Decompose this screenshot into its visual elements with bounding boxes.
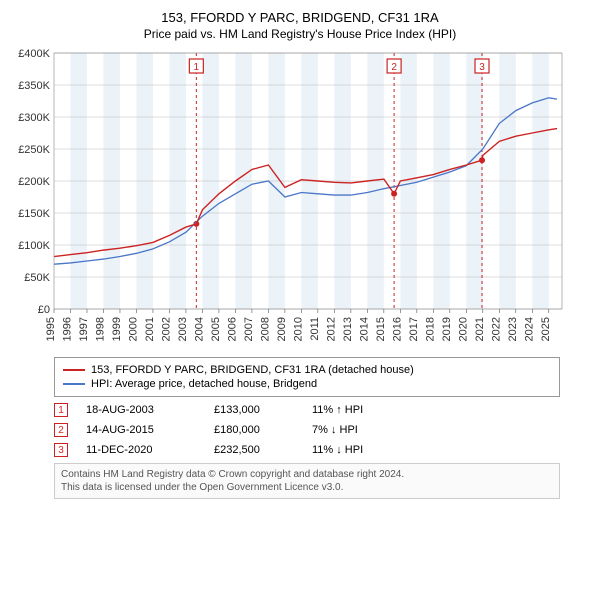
svg-text:2022: 2022 — [490, 317, 502, 341]
svg-text:2004: 2004 — [193, 317, 205, 341]
svg-text:2000: 2000 — [127, 317, 139, 341]
svg-text:2016: 2016 — [391, 317, 403, 341]
svg-text:2003: 2003 — [177, 317, 189, 341]
svg-text:2010: 2010 — [292, 317, 304, 341]
svg-text:2012: 2012 — [325, 317, 337, 341]
svg-text:2006: 2006 — [226, 317, 238, 341]
svg-text:£400K: £400K — [18, 49, 50, 60]
svg-text:1: 1 — [194, 62, 200, 73]
price-chart: £0 £50K £100K £150K £200K £250K £300K £350K £400… — [10, 49, 590, 349]
svg-text:1995: 1995 — [45, 317, 57, 341]
footer-line: This data is licensed under the Open Gov… — [61, 481, 553, 494]
svg-text:2015: 2015 — [375, 317, 387, 341]
svg-text:£0: £0 — [38, 304, 50, 316]
legend-row: 153, FFORDD Y PARC, BRIDGEND, CF31 1RA (… — [63, 364, 551, 376]
svg-text:2009: 2009 — [276, 317, 288, 341]
svg-text:1996: 1996 — [61, 317, 73, 341]
event-date: 18-AUG-2003 — [86, 404, 196, 416]
footer-attribution: Contains HM Land Registry data © Crown c… — [54, 463, 560, 499]
svg-text:2017: 2017 — [408, 317, 420, 341]
svg-text:2014: 2014 — [358, 317, 370, 341]
chart-legend: 153, FFORDD Y PARC, BRIDGEND, CF31 1RA (… — [54, 357, 560, 397]
svg-text:2005: 2005 — [210, 317, 222, 341]
svg-text:2008: 2008 — [259, 317, 271, 341]
legend-label: 153, FFORDD Y PARC, BRIDGEND, CF31 1RA (… — [91, 364, 414, 376]
svg-text:3: 3 — [479, 62, 485, 73]
event-price: £232,500 — [214, 444, 294, 456]
svg-text:2007: 2007 — [243, 317, 255, 341]
event-delta: 7% ↓ HPI — [312, 424, 402, 436]
page-title: 153, FFORDD Y PARC, BRIDGEND, CF31 1RA — [10, 10, 590, 25]
svg-text:£250K: £250K — [18, 144, 50, 156]
legend-row: HPI: Average price, detached house, Brid… — [63, 378, 551, 390]
svg-text:2013: 2013 — [342, 317, 354, 341]
svg-text:£300K: £300K — [18, 112, 50, 124]
svg-text:£100K: £100K — [18, 240, 50, 252]
event-delta: 11% ↑ HPI — [312, 404, 402, 416]
svg-text:1997: 1997 — [78, 317, 90, 341]
svg-text:£150K: £150K — [18, 208, 50, 220]
svg-text:1999: 1999 — [111, 317, 123, 341]
footer-line: Contains HM Land Registry data © Crown c… — [61, 468, 553, 481]
svg-text:2021: 2021 — [474, 317, 486, 341]
legend-label: HPI: Average price, detached house, Brid… — [91, 378, 317, 390]
event-price: £133,000 — [214, 404, 294, 416]
event-marker: 1 — [54, 403, 68, 417]
event-delta: 11% ↓ HPI — [312, 444, 402, 456]
svg-text:2020: 2020 — [457, 317, 469, 341]
event-price: £180,000 — [214, 424, 294, 436]
event-date: 11-DEC-2020 — [86, 444, 196, 456]
event-row: 2 14-AUG-2015 £180,000 7% ↓ HPI — [54, 423, 560, 437]
event-row: 1 18-AUG-2003 £133,000 11% ↑ HPI — [54, 403, 560, 417]
legend-swatch — [63, 369, 85, 371]
page-subtitle: Price paid vs. HM Land Registry's House … — [10, 27, 590, 41]
svg-text:2023: 2023 — [507, 317, 519, 341]
svg-text:2024: 2024 — [523, 317, 535, 341]
svg-text:1998: 1998 — [94, 317, 106, 341]
svg-text:2025: 2025 — [540, 317, 552, 341]
event-marker: 3 — [54, 443, 68, 457]
legend-swatch — [63, 383, 85, 385]
svg-text:2019: 2019 — [441, 317, 453, 341]
svg-text:2: 2 — [391, 62, 397, 73]
svg-text:£50K: £50K — [24, 272, 50, 284]
event-date: 14-AUG-2015 — [86, 424, 196, 436]
svg-text:£350K: £350K — [18, 80, 50, 92]
event-table: 1 18-AUG-2003 £133,000 11% ↑ HPI 2 14-AUG-201… — [54, 403, 560, 457]
event-row: 3 11-DEC-2020 £232,500 11% ↓ HPI — [54, 443, 560, 457]
svg-text:2001: 2001 — [144, 317, 156, 341]
svg-text:2002: 2002 — [160, 317, 172, 341]
event-marker: 2 — [54, 423, 68, 437]
svg-text:2011: 2011 — [309, 317, 321, 341]
svg-text:£200K: £200K — [18, 176, 50, 188]
svg-text:2018: 2018 — [424, 317, 436, 341]
